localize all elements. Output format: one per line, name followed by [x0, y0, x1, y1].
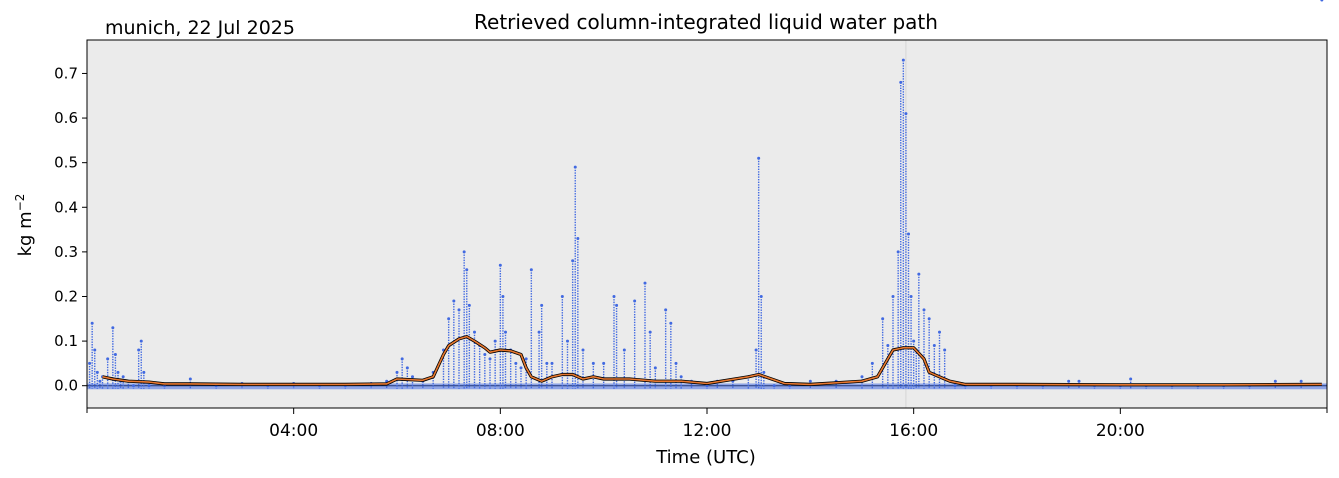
y-tick-label: 0.5 [54, 154, 78, 172]
x-tick-label: 16:00 [889, 421, 938, 441]
scatter-baseline-band [87, 383, 1327, 390]
y-axis-ticks: 0.0 0.1 0.2 0.3 0.4 0.5 0.6 0.7 [54, 64, 87, 395]
scatter-point [899, 80, 903, 389]
scatter-point [1320, 0, 1324, 2]
scatter-point [93, 348, 97, 389]
scatter-point [927, 317, 931, 389]
scatter-point [896, 250, 900, 389]
x-axis-label: Time (UTC) [655, 447, 756, 468]
scatter-point [669, 321, 673, 389]
scatter-point [113, 352, 117, 389]
scatter-point [901, 58, 905, 389]
scatter-point [891, 294, 895, 389]
scatter-point [571, 259, 575, 389]
scatter-point [106, 357, 110, 389]
y-tick-label: 0.1 [54, 332, 78, 350]
y-tick-label: 0.4 [54, 198, 78, 216]
scatter-point [754, 348, 758, 389]
scatter-point [917, 272, 921, 389]
scatter-point [909, 294, 913, 389]
scatter-point [493, 339, 497, 389]
y-tick-label: 0.0 [54, 377, 78, 395]
x-axis-ticks: 04:00 08:00 12:00 16:00 20:00 [86, 408, 1328, 441]
scatter-point [452, 299, 456, 389]
scatter-point [943, 348, 947, 389]
scatter-point [121, 375, 125, 389]
scatter-point [501, 294, 505, 389]
scatter-point [932, 344, 936, 389]
scatter-point [498, 263, 502, 389]
rolling-mean-path [102, 335, 1322, 386]
x-tick-label: 04:00 [269, 421, 318, 441]
scatter-point [473, 330, 476, 389]
scatter-point [566, 339, 569, 389]
rolling-mean-line [102, 335, 1322, 387]
scatter-point [524, 357, 528, 389]
x-tick-label: 20:00 [1096, 421, 1145, 441]
scatter-point [90, 321, 94, 389]
y-axis-label: kg m−2 [13, 194, 36, 257]
scatter-point [576, 236, 580, 389]
scatter-point [612, 294, 616, 389]
y-tick-label: 0.7 [54, 64, 78, 82]
y-tick-label: 0.6 [54, 109, 78, 127]
scatter-point [483, 352, 487, 389]
scatter-point [519, 366, 523, 389]
scatter-point [540, 303, 544, 389]
scatter-point [411, 375, 414, 389]
x-tick-label: 08:00 [476, 421, 525, 441]
scatter-point [400, 357, 404, 389]
scatter-point [462, 250, 466, 389]
scatter-point [529, 268, 533, 389]
scatter-point [886, 344, 890, 389]
scatter-point [447, 317, 451, 389]
scatter-point [664, 308, 668, 389]
scatter-point [643, 281, 647, 389]
scatter-point [615, 303, 619, 389]
scatter-point [581, 348, 585, 389]
scatter-point [904, 112, 908, 389]
scatter-point [573, 165, 577, 389]
scatter-point [922, 308, 926, 389]
scatter-point [560, 294, 564, 389]
scatter-point [653, 366, 657, 389]
scatter-point [759, 294, 763, 389]
scatter-point [881, 317, 885, 389]
scatter-point [757, 156, 761, 389]
y-axis-label-exponent: −2 [13, 194, 27, 212]
x-tick-label: 12:00 [683, 421, 732, 441]
y-tick-label: 0.2 [54, 287, 78, 305]
scatter-point [907, 232, 910, 389]
scatter-point [938, 330, 941, 389]
scatter-point [111, 326, 115, 389]
y-tick-label: 0.3 [54, 243, 78, 261]
scatter-point [465, 268, 469, 389]
plot-background [87, 40, 1327, 408]
scatter-point [633, 299, 637, 389]
corner-location-date: munich, 22 Jul 2025 [105, 17, 295, 39]
scatter-point [504, 330, 507, 389]
scatter-point [622, 348, 626, 389]
scatter-point [467, 303, 471, 389]
chart-title: Retrieved column-integrated liquid water… [474, 10, 938, 34]
scatter-point [457, 308, 461, 389]
scatter-point [488, 357, 492, 389]
